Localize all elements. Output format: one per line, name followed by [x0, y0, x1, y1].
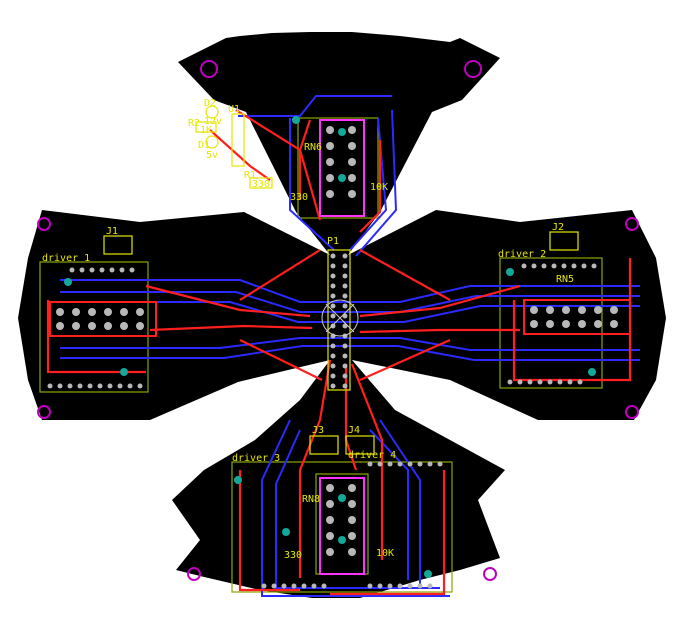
mounting-hole-top-right: [464, 60, 482, 78]
board-outline: [18, 32, 666, 598]
mounting-hole-right-top: [625, 217, 639, 231]
label-j4: J4: [348, 425, 360, 436]
label-r2: R2: [188, 118, 200, 129]
mounting-holes: [37, 60, 639, 581]
connector-blocks: [49, 119, 631, 575]
label-p1: P1: [327, 236, 339, 247]
label-rn5: RN5: [556, 274, 574, 285]
mounting-hole-right-bottom: [625, 405, 639, 419]
driver2-pins: [507, 263, 597, 385]
label-u1: U1: [228, 104, 240, 115]
label-rn-10k-bottom: 10K: [376, 548, 394, 559]
label-12v: 12v: [204, 116, 222, 127]
label-j3: J3: [312, 425, 324, 436]
label-d2: D2: [204, 98, 216, 109]
label-rn-330-top: 330: [290, 192, 308, 203]
mounting-hole-left-bottom: [37, 405, 51, 419]
label-rn-330-bottom: 330: [284, 550, 302, 561]
label-j2: J2: [552, 222, 564, 233]
label-d1: D1: [198, 140, 210, 151]
mounting-hole-top-left: [200, 60, 218, 78]
label-j1: J1: [106, 226, 118, 237]
label-driver1: driver 1: [42, 253, 90, 264]
label-r1: R1: [244, 170, 256, 181]
label-rn6: RN6: [304, 142, 322, 153]
label-r2-value: 1K: [200, 125, 212, 136]
label-rn8: RN8: [302, 494, 320, 505]
label-rn-10k-top: 10K: [370, 182, 388, 193]
vias: [64, 116, 596, 578]
mounting-hole-bottom-left: [187, 567, 201, 581]
header-p1: [321, 249, 359, 391]
silkscreen-outlines: [39, 117, 603, 593]
silkscreen-labels: driver 1 driver 2 driver 3 driver 4 J1 J…: [42, 98, 574, 561]
small-components: [103, 105, 579, 455]
label-driver2: driver 2: [498, 249, 546, 260]
mounting-hole-bottom-right: [483, 567, 497, 581]
label-driver4: driver 4: [348, 450, 396, 461]
driver3-pins: [261, 461, 443, 589]
label-r1-value: 330: [252, 179, 270, 190]
label-driver3: driver 3: [232, 453, 280, 464]
driver1-pins: [47, 267, 143, 389]
mounting-hole-left-top: [37, 217, 51, 231]
label-5v: 5v: [206, 150, 218, 161]
